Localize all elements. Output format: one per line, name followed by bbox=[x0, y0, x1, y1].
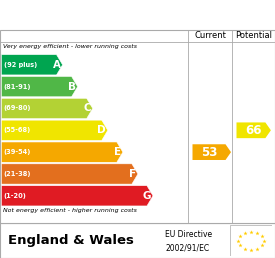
Text: Not energy efficient - higher running costs: Not energy efficient - higher running co… bbox=[3, 208, 137, 213]
Text: 2002/91/EC: 2002/91/EC bbox=[165, 243, 209, 252]
Text: (21-38): (21-38) bbox=[4, 171, 31, 177]
Text: (55-68): (55-68) bbox=[4, 127, 31, 133]
Text: (81-91): (81-91) bbox=[4, 84, 31, 90]
Text: Energy Efficiency Rating: Energy Efficiency Rating bbox=[36, 7, 239, 22]
Text: D: D bbox=[98, 125, 106, 135]
Text: B: B bbox=[68, 82, 76, 92]
Polygon shape bbox=[192, 144, 231, 160]
Text: C: C bbox=[83, 103, 91, 114]
Text: (39-54): (39-54) bbox=[4, 149, 31, 155]
Polygon shape bbox=[1, 98, 93, 119]
Text: England & Wales: England & Wales bbox=[8, 234, 134, 247]
Text: (69-80): (69-80) bbox=[4, 106, 31, 111]
Text: EU Directive: EU Directive bbox=[165, 230, 212, 239]
Text: Very energy efficient - lower running costs: Very energy efficient - lower running co… bbox=[3, 44, 137, 49]
Text: (1-20): (1-20) bbox=[4, 193, 27, 199]
Polygon shape bbox=[1, 142, 123, 162]
Text: 53: 53 bbox=[201, 146, 217, 159]
Polygon shape bbox=[1, 76, 78, 97]
Polygon shape bbox=[1, 120, 108, 140]
Text: (92 plus): (92 plus) bbox=[4, 62, 37, 68]
Text: G: G bbox=[143, 191, 151, 201]
Text: Potential: Potential bbox=[235, 31, 272, 41]
Polygon shape bbox=[1, 164, 138, 184]
Polygon shape bbox=[1, 186, 153, 206]
Text: 66: 66 bbox=[245, 124, 262, 137]
Polygon shape bbox=[1, 55, 63, 75]
Text: A: A bbox=[53, 60, 61, 70]
Text: F: F bbox=[129, 169, 136, 179]
Text: E: E bbox=[114, 147, 121, 157]
Text: Current: Current bbox=[194, 31, 226, 41]
Polygon shape bbox=[236, 123, 271, 138]
